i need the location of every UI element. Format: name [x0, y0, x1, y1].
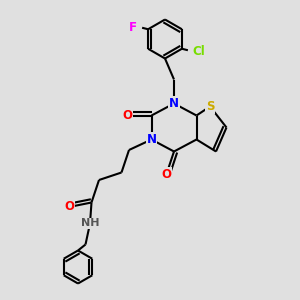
Text: O: O — [122, 109, 133, 122]
Text: NH: NH — [81, 218, 99, 229]
Text: S: S — [206, 100, 214, 113]
Text: F: F — [129, 21, 137, 34]
Text: N: N — [146, 133, 157, 146]
Text: Cl: Cl — [192, 45, 205, 58]
Text: N: N — [169, 97, 179, 110]
Text: O: O — [161, 167, 172, 181]
Text: O: O — [64, 200, 74, 214]
